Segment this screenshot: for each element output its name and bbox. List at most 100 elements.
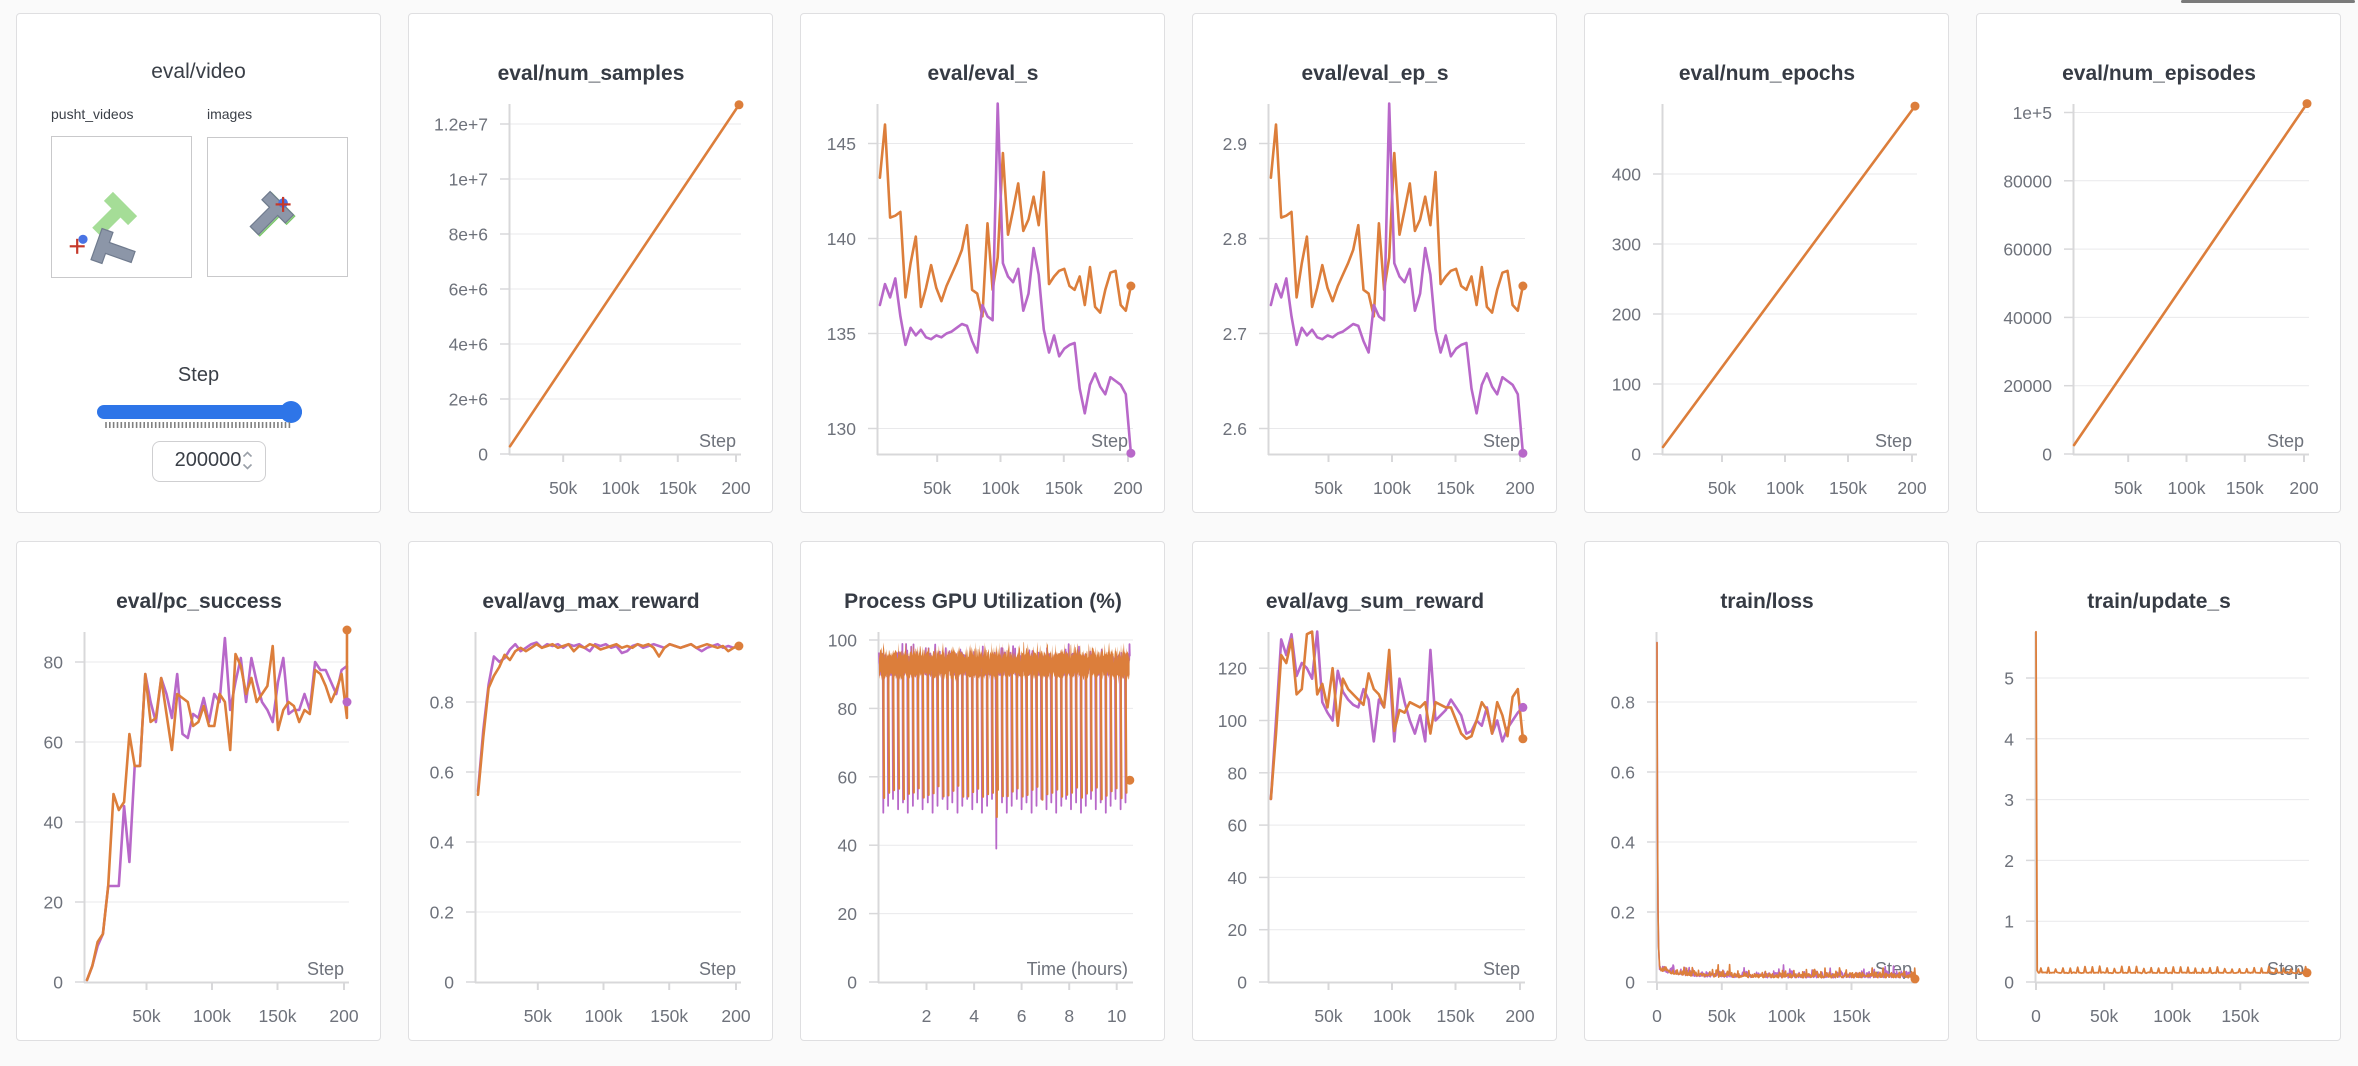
svg-text:145: 145 [827, 134, 856, 154]
svg-text:150k: 150k [2226, 478, 2264, 498]
svg-text:100k: 100k [1373, 478, 1411, 498]
svg-text:5: 5 [2004, 669, 2014, 689]
svg-text:2: 2 [922, 1006, 932, 1026]
svg-text:0.4: 0.4 [1611, 833, 1636, 853]
svg-text:0.6: 0.6 [430, 763, 454, 783]
svg-text:100: 100 [1218, 711, 1247, 731]
svg-text:100k: 100k [1768, 1006, 1806, 1026]
svg-text:40000: 40000 [2003, 308, 2052, 328]
svg-text:150k: 150k [650, 1006, 688, 1026]
svg-text:eval/avg_max_reward: eval/avg_max_reward [482, 590, 699, 613]
svg-text:4e+6: 4e+6 [449, 335, 488, 355]
svg-text:2.8: 2.8 [1223, 229, 1247, 249]
svg-text:50k: 50k [132, 1006, 160, 1026]
svg-text:eval/num_epochs: eval/num_epochs [1679, 62, 1855, 85]
svg-text:400: 400 [1612, 165, 1641, 185]
svg-text:100k: 100k [2153, 1006, 2191, 1026]
svg-text:20: 20 [44, 893, 64, 913]
svg-text:200: 200 [721, 1006, 750, 1026]
svg-text:0.6: 0.6 [1611, 763, 1635, 783]
svg-text:150k: 150k [1829, 478, 1867, 498]
svg-text:eval/eval_s: eval/eval_s [928, 62, 1039, 85]
svg-text:0: 0 [53, 973, 63, 993]
svg-text:150k: 150k [1437, 478, 1475, 498]
svg-text:0: 0 [1237, 973, 1247, 993]
svg-text:50k: 50k [524, 1006, 552, 1026]
svg-text:Step: Step [1483, 431, 1520, 451]
svg-text:0: 0 [2004, 973, 2014, 993]
svg-text:1e+5: 1e+5 [2013, 103, 2052, 123]
svg-text:120: 120 [1218, 659, 1247, 679]
svg-text:50k: 50k [2090, 1006, 2118, 1026]
svg-text:150k: 150k [1833, 1006, 1871, 1026]
svg-text:Step: Step [699, 959, 736, 979]
svg-text:4: 4 [969, 1006, 979, 1026]
svg-text:20000: 20000 [2003, 376, 2052, 396]
svg-text:0: 0 [478, 445, 488, 465]
svg-text:100k: 100k [1766, 478, 1804, 498]
svg-text:100k: 100k [2168, 478, 2206, 498]
svg-text:40: 40 [44, 813, 64, 833]
svg-text:Step: Step [2267, 431, 2304, 451]
svg-text:Step: Step [1875, 431, 1912, 451]
svg-text:100: 100 [828, 631, 857, 651]
svg-text:1.2e+7: 1.2e+7 [434, 115, 488, 135]
svg-text:130: 130 [827, 419, 856, 439]
svg-text:60: 60 [1228, 816, 1248, 836]
svg-text:80: 80 [838, 699, 858, 719]
svg-text:6e+6: 6e+6 [449, 280, 488, 300]
svg-text:100k: 100k [982, 478, 1020, 498]
svg-text:0.8: 0.8 [430, 693, 454, 713]
svg-text:2.7: 2.7 [1223, 324, 1247, 344]
svg-text:0: 0 [847, 973, 857, 993]
svg-text:Time (hours): Time (hours) [1027, 959, 1128, 979]
svg-text:200: 200 [1505, 478, 1534, 498]
svg-text:0.4: 0.4 [430, 833, 455, 853]
svg-text:eval/avg_sum_reward: eval/avg_sum_reward [1266, 590, 1484, 613]
svg-text:100k: 100k [602, 478, 640, 498]
svg-text:100k: 100k [193, 1006, 231, 1026]
svg-text:8: 8 [1064, 1006, 1074, 1026]
svg-text:2e+6: 2e+6 [449, 390, 488, 410]
svg-text:200: 200 [1612, 305, 1641, 325]
svg-text:50k: 50k [2114, 478, 2142, 498]
svg-text:100k: 100k [1373, 1006, 1411, 1026]
svg-text:eval/eval_ep_s: eval/eval_ep_s [1301, 62, 1448, 85]
svg-text:6: 6 [1017, 1006, 1027, 1026]
svg-text:150k: 150k [1437, 1006, 1475, 1026]
svg-text:Step: Step [307, 959, 344, 979]
svg-text:300: 300 [1612, 235, 1641, 255]
svg-text:200: 200 [1897, 478, 1926, 498]
svg-text:Process GPU Utilization (%): Process GPU Utilization (%) [844, 590, 1122, 613]
svg-text:50k: 50k [1314, 1006, 1342, 1026]
svg-text:Step: Step [1483, 959, 1520, 979]
svg-text:80: 80 [1228, 763, 1248, 783]
svg-text:10: 10 [1107, 1006, 1127, 1026]
svg-text:1: 1 [2004, 912, 2014, 932]
svg-text:150k: 150k [259, 1006, 297, 1026]
svg-text:eval/num_samples: eval/num_samples [498, 62, 685, 85]
svg-text:20: 20 [838, 904, 858, 924]
svg-text:140: 140 [827, 229, 856, 249]
svg-text:40: 40 [1228, 868, 1248, 888]
svg-text:200: 200 [2289, 478, 2318, 498]
svg-text:0: 0 [2042, 445, 2052, 465]
svg-text:50k: 50k [923, 478, 951, 498]
svg-text:60: 60 [838, 767, 858, 787]
svg-text:50k: 50k [1708, 478, 1736, 498]
svg-text:0.2: 0.2 [1611, 903, 1635, 923]
svg-text:0: 0 [1625, 973, 1635, 993]
svg-text:Step: Step [1091, 431, 1128, 451]
svg-text:eval/num_episodes: eval/num_episodes [2062, 62, 2256, 85]
svg-text:50k: 50k [1314, 478, 1342, 498]
svg-text:200: 200 [721, 478, 750, 498]
svg-text:40: 40 [838, 836, 858, 856]
svg-text:150k: 150k [659, 478, 697, 498]
svg-text:0: 0 [1652, 1006, 1662, 1026]
svg-text:200: 200 [1113, 478, 1142, 498]
svg-text:100: 100 [1612, 375, 1641, 395]
svg-text:200: 200 [1505, 1006, 1534, 1026]
svg-text:4: 4 [2004, 729, 2014, 749]
svg-text:150k: 150k [1045, 478, 1083, 498]
svg-text:0: 0 [1631, 445, 1641, 465]
